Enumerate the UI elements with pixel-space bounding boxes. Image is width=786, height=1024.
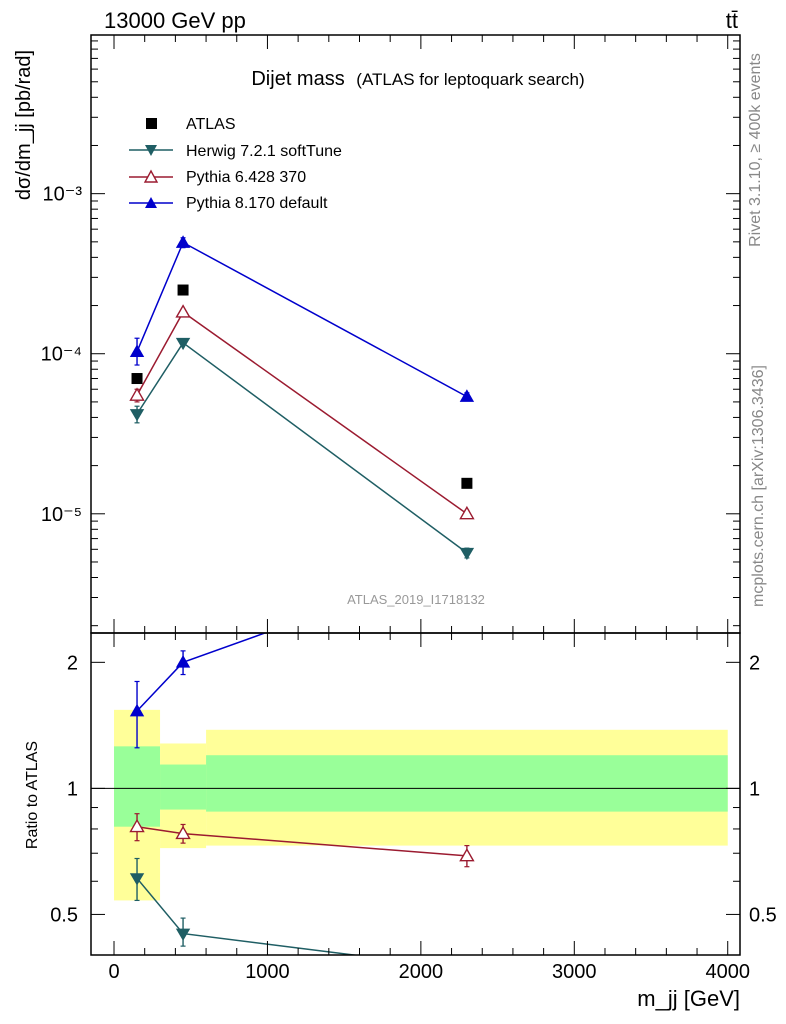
analysis-label: ATLAS_2019_I1718132 [347, 592, 485, 607]
ratio-xtick-label: 2000 [399, 961, 444, 983]
main-ytick-label: 10⁻⁴ [41, 344, 82, 366]
main-line-pythia-8-170-default [136, 241, 468, 398]
legend-label-pythia6: Pythia 6.428 370 [186, 169, 306, 186]
legend-marker-pythia6 [143, 169, 159, 183]
ratio-ylabel: Ratio to ATLAS [24, 741, 41, 849]
ratio-point-pythia-8-170-default-0 [129, 703, 145, 717]
ratio-xtick-label: 4000 [705, 961, 750, 983]
chart-title: Dijet mass (ATLAS for leptoquark search) [251, 68, 584, 90]
legend: ATLAS Herwig 7.2.1 softTune Pythia 6.428… [129, 116, 342, 212]
legend-marker-atlas [146, 118, 157, 129]
ratio-ytick-label-left: 2 [67, 652, 78, 674]
ratio-point-pythia-6-428-370-2 [459, 847, 475, 862]
main-point-pythia-8-170-default-0 [129, 344, 145, 357]
ratio-xlabel: m_jj [GeV] [637, 986, 740, 1011]
ratio-point-pythia-8-170-default-1 [175, 655, 191, 668]
ratio-band-inner-1 [160, 764, 207, 810]
ratio-ytick-label-left: 1 [67, 778, 78, 800]
ratio-ytick-label-right: 0.5 [749, 904, 777, 926]
legend-label-atlas: ATLAS [186, 116, 236, 133]
main-point-atlas-2 [461, 477, 473, 489]
main-point-herwig-7-2-1-softtune-1 [175, 337, 191, 351]
ratio-xtick-label: 3000 [552, 961, 597, 983]
legend-marker-pythia8 [145, 197, 157, 208]
ratio-point-pythia-6-428-370-1 [175, 825, 191, 840]
main-point-atlas-1 [177, 284, 189, 296]
ratio-band-inner-2 [206, 755, 728, 812]
process-label: tt̄ [726, 8, 738, 33]
main-point-herwig-7-2-1-softtune-0 [129, 409, 145, 422]
main-ylabel: dσ/dm_jj [pb/rad] [13, 50, 35, 200]
ratio-point-herwig-7-2-1-softtune-0 [129, 873, 145, 886]
main-point-pythia-6-428-370-2 [459, 505, 475, 520]
legend-label-herwig: Herwig 7.2.1 softTune [186, 143, 342, 160]
ratio-point-pythia-6-428-370-0 [129, 818, 145, 833]
main-point-pythia-8-170-default-1 [175, 235, 191, 248]
main-point-herwig-7-2-1-softtune-2 [459, 547, 475, 561]
ratio-line-pythia-8-170-default [136, 633, 268, 712]
main-point-pythia-8-170-default-2 [459, 389, 475, 402]
main-ytick-label: 10⁻³ [43, 184, 83, 206]
legend-label-pythia8: Pythia 8.170 default [186, 195, 328, 212]
ratio-point-herwig-7-2-1-softtune-1 [175, 928, 191, 941]
ratio-ytick-label-right: 1 [749, 778, 760, 800]
ratio-panel: 0.5 0.5 1 1 2 2 0 1000 2000 3000 4000 Ratio to ATL… [24, 632, 777, 1011]
main-line-herwig-7-2-1-softtune [136, 341, 468, 554]
main-ytick-label: 10⁻⁵ [41, 504, 82, 526]
ratio-frame [90, 632, 741, 956]
ratio-xtick-label: 1000 [245, 961, 290, 983]
ratio-xtick-label: 0 [108, 961, 119, 983]
ratio-point-herwig-7-2-1-softtune-2 [460, 965, 473, 976]
energy-label: 13000 GeV pp [104, 8, 246, 33]
main-panel: 10⁻³ 10⁻⁴ 10⁻⁵ Dijet mass (ATLAS for lepto… [13, 34, 741, 634]
rivet-label: Rivet 3.1.10, ≥ 400k events [747, 53, 764, 247]
chart-title-main: Dijet mass [251, 68, 344, 90]
ratio-ytick-label-right: 2 [749, 652, 760, 674]
ratio-ytick-label-left: 0.5 [50, 904, 78, 926]
main-point-pythia-6-428-370-0 [129, 387, 145, 401]
main-point-pythia-6-428-370-1 [175, 304, 191, 318]
main-point-atlas-0 [131, 373, 143, 385]
site-label: mcplots.cern.ch [arXiv:1306.3436] [750, 365, 767, 607]
chart-title-sub: (ATLAS for leptoquark search) [356, 70, 584, 89]
legend-marker-herwig [145, 145, 157, 156]
